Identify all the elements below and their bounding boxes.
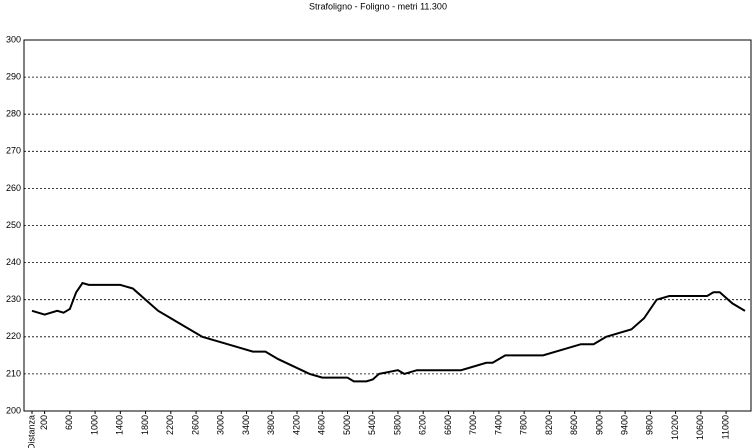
y-tick-label: 290 (6, 71, 21, 81)
y-tick-label: 280 (6, 109, 21, 119)
x-tick-label: 10200 (670, 415, 680, 440)
x-tick-label: 8200 (544, 415, 554, 435)
x-tick-label: 3000 (216, 415, 226, 435)
x-tick-label: 3800 (266, 415, 276, 435)
y-tick-label: 260 (6, 183, 21, 193)
x-tick-label: 2200 (165, 415, 175, 435)
elevation-line (31, 281, 746, 383)
y-tick-label: 200 (6, 405, 21, 415)
x-tick-label: 2600 (190, 415, 200, 435)
x-tick-label: 7400 (493, 415, 503, 435)
x-tick-label: 1400 (115, 415, 125, 435)
x-tick-label: 10600 (695, 415, 705, 440)
x-tick-label: 3400 (241, 415, 251, 435)
y-tick-label: 300 (6, 34, 21, 44)
x-tick-label: 7000 (468, 415, 478, 435)
x-tick-label: 9000 (594, 415, 604, 435)
chart-title: Strafoligno - Foligno - metri 11.300 (309, 1, 447, 11)
x-tick-label: 4200 (291, 415, 301, 435)
y-tick-label: 220 (6, 331, 21, 341)
y-tick-label: 270 (6, 146, 21, 156)
x-tick-label: 6600 (443, 415, 453, 435)
x-tick-label: 4600 (317, 415, 327, 435)
y-tick-label: 210 (6, 368, 21, 378)
x-tick-label: 1800 (140, 415, 150, 435)
x-tick-label: 1000 (89, 415, 99, 435)
x-tick-label: 6200 (418, 415, 428, 435)
x-tick-label: Distanza (26, 415, 36, 448)
x-tick-label: 5400 (367, 415, 377, 435)
x-tick-label: 200 (39, 415, 49, 430)
x-tick-label: 9400 (619, 415, 629, 435)
x-tick-label: 600 (64, 415, 74, 430)
x-tick-label: 7800 (519, 415, 529, 435)
x-tick-label: 9800 (645, 415, 655, 435)
x-tick-label: 11000 (720, 415, 730, 439)
y-tick-label: 230 (6, 294, 21, 304)
x-tick-label: 8600 (569, 415, 579, 435)
x-tick-label: 5000 (342, 415, 352, 435)
x-tick-label: 5800 (392, 415, 402, 435)
y-tick-label: 250 (6, 220, 21, 230)
y-tick-label: 240 (6, 257, 21, 267)
